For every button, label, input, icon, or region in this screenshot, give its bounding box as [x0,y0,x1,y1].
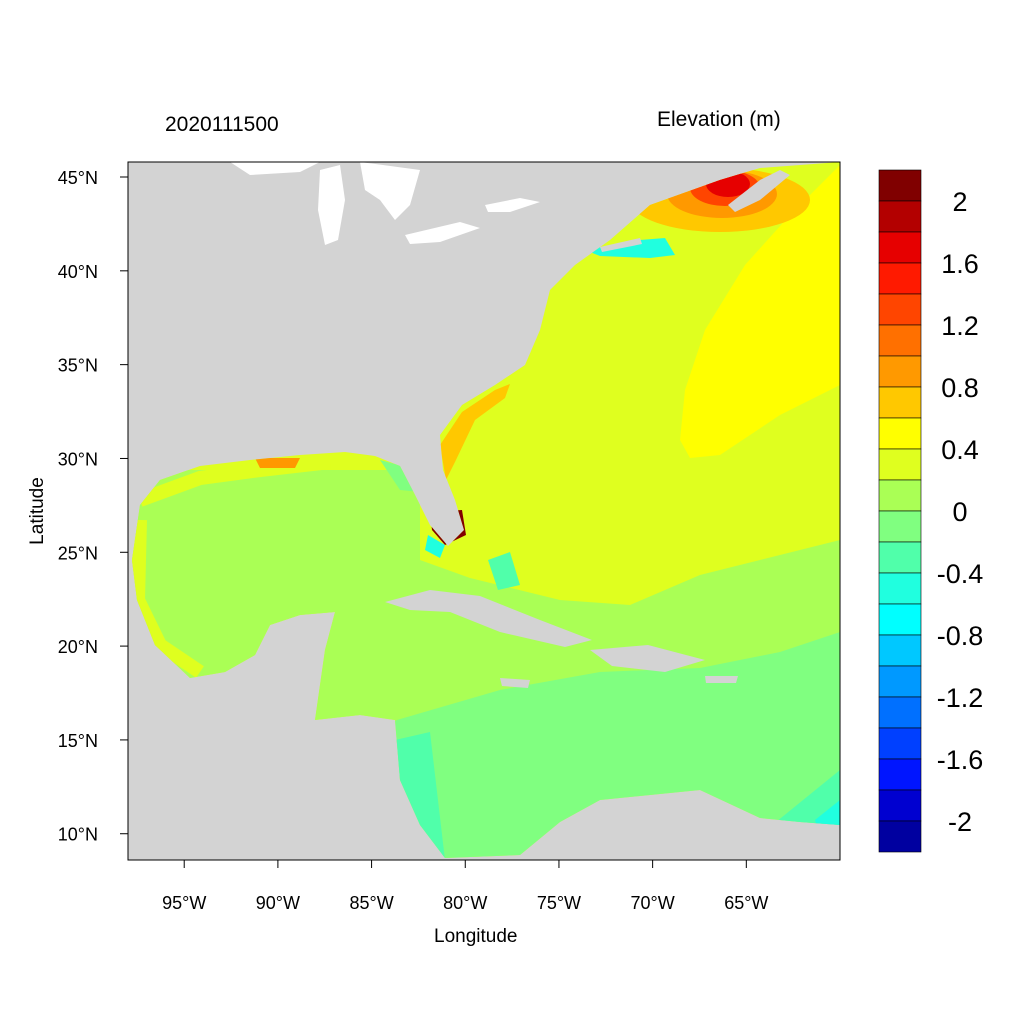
colorbar-bin [878,324,922,357]
contour-gulf-coast-high [255,458,300,468]
y-tick-label: 10°N [58,825,98,845]
y-tick-label: 20°N [58,637,98,657]
colorbar-label: 2 [952,187,967,217]
y-tick-label: 15°N [58,731,98,751]
colorbar-bin [878,479,922,512]
colorbar-bin [878,665,922,698]
colorbar-label: -2 [948,807,972,837]
colorbar: 2 1.6 1.2 0.8 0.4 0 -0.4 -0.8 -1.2 -1.6 -2 [878,169,984,853]
contour-lis-low [585,238,675,258]
colorbar-label: 1.6 [941,249,979,279]
colorbar-bin [878,293,922,326]
colorbar-bin [878,696,922,729]
colorbar-bin [878,169,922,202]
colorbar-bin [878,200,922,233]
plot-frame [127,161,841,861]
hispaniola [590,645,705,672]
colorbar-bin [878,634,922,667]
y-axis-ticks: 45°N 40°N 35°N 30°N 25°N 20°N 15°N 10°N [58,168,128,845]
colorbar-bin [878,355,922,388]
y-axis-label: Latitude [27,477,48,545]
x-tick-label: 95°W [162,893,206,913]
colorbar-bin [878,820,922,853]
x-axis-ticks: 95°W 90°W 85°W 80°W 75°W 70°W 65°W [162,860,768,913]
y-tick-label: 30°N [58,449,98,469]
colorbar-label: 0.8 [941,373,979,403]
colorbar-label: -0.8 [937,621,984,651]
colorbar-bin [878,541,922,574]
colorbar-bin [878,231,922,264]
colorbar-label: 1.2 [941,311,979,341]
colorbar-bin [878,727,922,760]
x-tick-label: 80°W [443,893,487,913]
long-island [600,238,642,252]
x-tick-label: 90°W [256,893,300,913]
x-tick-label: 75°W [537,893,581,913]
colorbar-bin [878,417,922,450]
colorbar-bin [878,262,922,295]
colorbar-label: 0 [952,497,967,527]
contour-carolina-0.6-0.8 [440,384,510,480]
great-lakes [230,162,540,245]
colorbar-bin [878,448,922,481]
puerto-rico [705,676,738,683]
colorbar-label: -1.2 [937,683,984,713]
y-tick-label: 35°N [58,356,98,376]
nova-scotia [728,170,790,212]
colorbar-bin [878,510,922,543]
x-tick-label: 70°W [631,893,675,913]
contour-0.4-0.6 [680,165,840,458]
y-tick-label: 40°N [58,262,98,282]
y-tick-label: 25°N [58,543,98,563]
x-axis-label: Longitude [434,926,518,947]
y-tick-label: 45°N [58,168,98,188]
colorbar-bin [878,789,922,822]
colorbar-label: -1.6 [937,745,984,775]
contour-bahamas-low [488,552,520,590]
variable-title: Elevation (m) [657,108,781,131]
cuba [385,590,592,647]
colorbar-bin [878,386,922,419]
colorbar-label: -0.4 [937,559,984,589]
contour-florida-low [425,535,445,558]
jamaica [500,678,530,688]
x-tick-label: 65°W [724,893,768,913]
colorbar-bin [878,758,922,791]
colorbar-label: 0.4 [941,435,979,465]
map-date-title: 2020111500 [165,113,279,136]
colorbar-bin [878,603,922,636]
colorbar-bin [878,572,922,605]
x-tick-label: 85°W [349,893,393,913]
